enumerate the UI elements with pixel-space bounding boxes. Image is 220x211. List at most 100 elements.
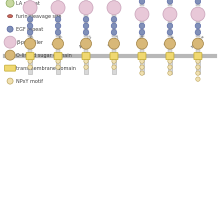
Circle shape bbox=[27, 17, 33, 22]
Circle shape bbox=[196, 71, 200, 75]
FancyBboxPatch shape bbox=[140, 35, 144, 37]
Circle shape bbox=[25, 38, 36, 49]
FancyBboxPatch shape bbox=[82, 53, 90, 60]
Circle shape bbox=[51, 1, 65, 15]
Text: EGF repeat: EGF repeat bbox=[16, 27, 43, 32]
Text: LRP: LRP bbox=[138, 34, 146, 43]
Circle shape bbox=[192, 38, 204, 49]
FancyBboxPatch shape bbox=[168, 56, 172, 74]
Circle shape bbox=[196, 77, 200, 81]
FancyBboxPatch shape bbox=[112, 56, 116, 74]
Circle shape bbox=[55, 17, 61, 22]
FancyBboxPatch shape bbox=[26, 53, 34, 60]
Circle shape bbox=[7, 78, 13, 84]
Circle shape bbox=[108, 38, 119, 49]
FancyBboxPatch shape bbox=[5, 65, 16, 71]
Circle shape bbox=[195, 30, 201, 35]
Circle shape bbox=[140, 71, 144, 75]
FancyBboxPatch shape bbox=[138, 53, 146, 60]
Circle shape bbox=[191, 7, 205, 21]
FancyBboxPatch shape bbox=[194, 53, 202, 60]
Circle shape bbox=[27, 23, 33, 29]
FancyBboxPatch shape bbox=[84, 29, 88, 30]
FancyBboxPatch shape bbox=[140, 21, 144, 23]
Circle shape bbox=[111, 30, 117, 35]
Circle shape bbox=[28, 59, 32, 63]
FancyBboxPatch shape bbox=[28, 29, 32, 30]
FancyBboxPatch shape bbox=[112, 49, 116, 53]
FancyBboxPatch shape bbox=[56, 29, 60, 30]
Circle shape bbox=[163, 7, 177, 21]
FancyBboxPatch shape bbox=[196, 29, 200, 30]
Circle shape bbox=[165, 38, 175, 49]
FancyBboxPatch shape bbox=[196, 56, 200, 74]
FancyBboxPatch shape bbox=[168, 21, 172, 23]
Circle shape bbox=[111, 23, 117, 29]
Text: Megalin: Megalin bbox=[190, 34, 205, 49]
FancyBboxPatch shape bbox=[166, 53, 174, 60]
FancyBboxPatch shape bbox=[196, 4, 200, 6]
FancyBboxPatch shape bbox=[112, 29, 116, 30]
FancyBboxPatch shape bbox=[140, 56, 144, 74]
FancyBboxPatch shape bbox=[110, 53, 118, 60]
FancyBboxPatch shape bbox=[168, 35, 172, 37]
FancyBboxPatch shape bbox=[28, 49, 32, 53]
FancyBboxPatch shape bbox=[28, 15, 32, 17]
Circle shape bbox=[55, 30, 61, 35]
Circle shape bbox=[56, 65, 60, 69]
Circle shape bbox=[6, 0, 14, 7]
Text: β-propeller: β-propeller bbox=[16, 40, 43, 45]
FancyBboxPatch shape bbox=[168, 4, 172, 6]
Circle shape bbox=[140, 59, 144, 63]
Circle shape bbox=[83, 17, 89, 22]
Circle shape bbox=[139, 23, 145, 29]
Circle shape bbox=[168, 59, 172, 63]
Circle shape bbox=[168, 71, 172, 75]
FancyBboxPatch shape bbox=[54, 53, 62, 60]
FancyBboxPatch shape bbox=[84, 56, 88, 74]
Circle shape bbox=[168, 65, 172, 69]
Text: LRP1b: LRP1b bbox=[164, 34, 176, 47]
Circle shape bbox=[56, 59, 60, 63]
Circle shape bbox=[55, 23, 61, 29]
Circle shape bbox=[84, 65, 88, 69]
FancyBboxPatch shape bbox=[84, 35, 88, 37]
FancyBboxPatch shape bbox=[28, 35, 32, 37]
Circle shape bbox=[112, 65, 116, 69]
FancyBboxPatch shape bbox=[168, 29, 172, 30]
FancyBboxPatch shape bbox=[56, 35, 60, 37]
FancyBboxPatch shape bbox=[28, 56, 32, 74]
Circle shape bbox=[196, 59, 200, 63]
FancyBboxPatch shape bbox=[196, 35, 200, 37]
Text: furin cleavage site: furin cleavage site bbox=[16, 14, 61, 19]
FancyBboxPatch shape bbox=[112, 35, 116, 37]
FancyBboxPatch shape bbox=[84, 22, 88, 23]
FancyBboxPatch shape bbox=[140, 49, 144, 53]
Circle shape bbox=[5, 50, 15, 60]
Text: MEGF7: MEGF7 bbox=[107, 34, 121, 48]
FancyBboxPatch shape bbox=[168, 49, 172, 53]
Text: LA repeat: LA repeat bbox=[16, 1, 40, 6]
Circle shape bbox=[53, 38, 64, 49]
Text: ApoER2: ApoER2 bbox=[79, 34, 94, 49]
FancyBboxPatch shape bbox=[56, 22, 60, 23]
FancyBboxPatch shape bbox=[84, 15, 88, 17]
Circle shape bbox=[83, 30, 89, 35]
Text: NPxY motif: NPxY motif bbox=[16, 79, 43, 84]
Circle shape bbox=[23, 1, 37, 15]
Text: O-linked sugar domain: O-linked sugar domain bbox=[16, 53, 72, 58]
Circle shape bbox=[167, 0, 173, 4]
Ellipse shape bbox=[8, 15, 13, 18]
Circle shape bbox=[135, 7, 149, 21]
FancyBboxPatch shape bbox=[56, 15, 60, 17]
Text: LDLR: LDLR bbox=[25, 34, 35, 45]
FancyBboxPatch shape bbox=[84, 49, 88, 53]
Circle shape bbox=[139, 0, 145, 4]
Circle shape bbox=[84, 59, 88, 63]
Circle shape bbox=[83, 23, 89, 29]
Circle shape bbox=[79, 1, 93, 15]
Circle shape bbox=[28, 65, 32, 69]
FancyBboxPatch shape bbox=[56, 49, 60, 53]
FancyBboxPatch shape bbox=[112, 22, 116, 23]
Circle shape bbox=[4, 36, 16, 48]
